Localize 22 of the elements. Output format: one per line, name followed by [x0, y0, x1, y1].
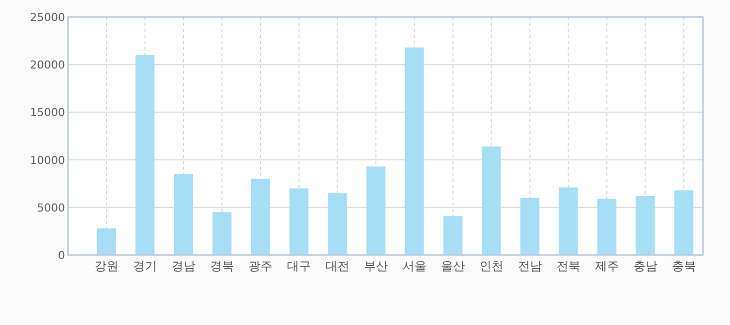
x-tick-label: 충남 [633, 259, 658, 273]
y-tick-label: 25000 [30, 11, 65, 24]
x-tick-label: 충북 [672, 259, 696, 273]
x-tick-label: 대전 [325, 259, 350, 273]
y-tick-label: 10000 [30, 154, 65, 167]
y-tick-label: 15000 [30, 106, 65, 120]
x-tick-label: 전남 [518, 259, 542, 273]
x-tick-label: 경남 [171, 259, 196, 273]
x-tick-label: 광주 [248, 259, 272, 273]
x-tick-label: 인천 [479, 259, 504, 273]
x-tick-label: 대구 [286, 259, 311, 273]
x-tick-label: 서울 [402, 259, 426, 273]
x-tick-label: 경기 [132, 259, 157, 273]
y-tick-label: 20000 [30, 58, 65, 72]
x-tick-label: 강원 [94, 259, 118, 273]
x-tick-label: 경북 [210, 259, 234, 273]
x-tick-label: 울산 [440, 259, 465, 273]
x-tick-label: 전북 [556, 259, 580, 273]
x-tick-label: 제주 [594, 259, 619, 273]
y-tick-label: 0 [58, 249, 65, 262]
y-tick-label: 5000 [37, 201, 65, 214]
x-tick-label: 부산 [364, 259, 388, 273]
